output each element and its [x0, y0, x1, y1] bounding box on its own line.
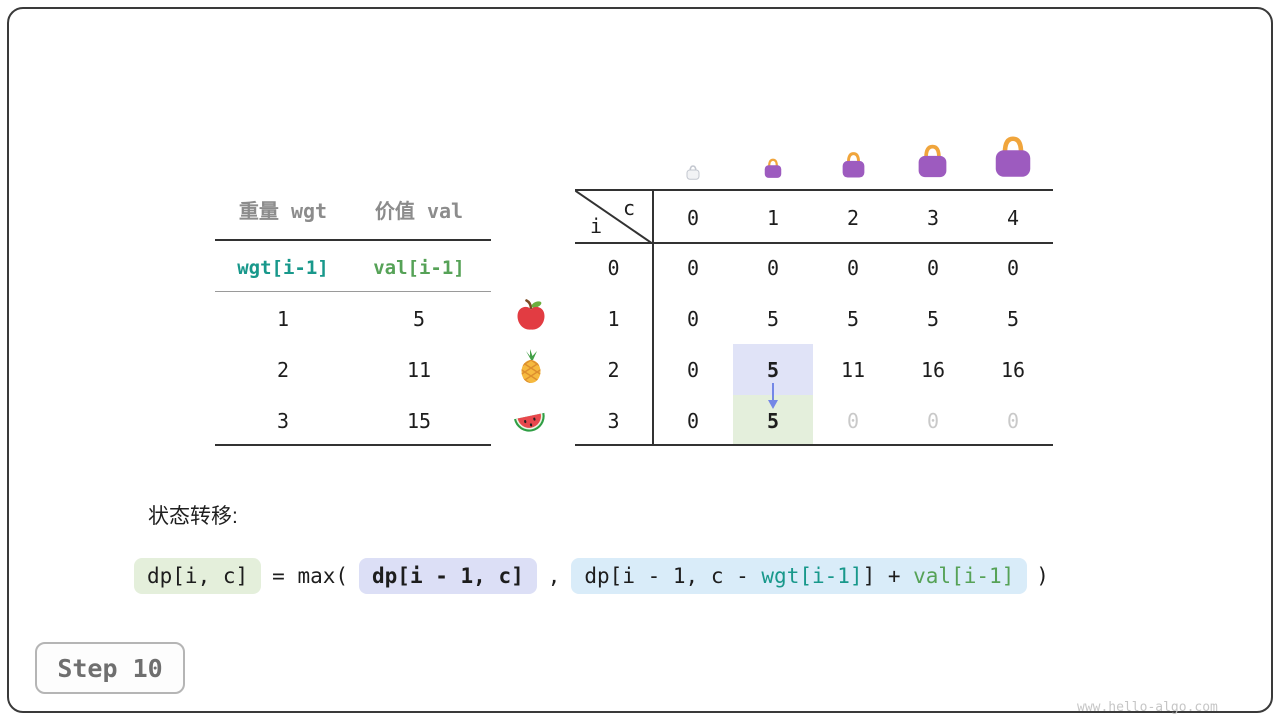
dp-cell-0-2: 0 [846, 256, 860, 280]
dp-table-line-vertical [652, 189, 654, 446]
dp-col-header-4: 4 [1006, 206, 1020, 230]
dp-cell-2-3: 16 [920, 358, 946, 382]
transition-arrow-icon [764, 382, 782, 410]
formula-arg2-val: val[i-1] [913, 564, 1015, 588]
item-table-line-mid [215, 291, 491, 292]
dp-col-header-3: 3 [926, 206, 940, 230]
apple-icon [513, 297, 549, 333]
dp-cell-1-2: 5 [846, 307, 860, 331]
formula-operator: = max( [272, 564, 349, 588]
item-val-2: 11 [406, 358, 432, 382]
formula-arg2-wgt: wgt[i-1] [761, 564, 863, 588]
item-wgt-1: 1 [276, 307, 290, 331]
item-val-3: 15 [406, 409, 432, 433]
dp-cell-3-4: 0 [1006, 409, 1020, 433]
watermark: www.hello-algo.com [1077, 700, 1218, 715]
dp-row-header-2: 2 [607, 358, 620, 382]
item-table-header-weight: 重量 wgt [238, 199, 328, 223]
formula-close-paren: ) [1036, 564, 1049, 588]
formula-arg2-pre: dp[i - 1, c - [584, 564, 762, 588]
dp-table-line-header [575, 242, 1053, 244]
formula-lhs: dp[i, c] [134, 558, 262, 594]
item-table-wgt-formula: wgt[i-1] [237, 257, 329, 279]
transition-title: 状态转移: [148, 505, 238, 528]
bag-icon-capacity-0 [685, 164, 701, 180]
transition-formula: dp[i, c] = max( dp[i - 1, c] , dp[i - 1,… [134, 558, 1049, 594]
dp-cell-1-1: 5 [766, 307, 780, 331]
canvas-card-border [7, 7, 1273, 713]
watermelon-icon [512, 402, 548, 438]
dp-row-header-0: 0 [607, 256, 620, 280]
dp-cell-3-1: 5 [766, 409, 780, 433]
dp-cell-1-4: 5 [1006, 307, 1020, 331]
dp-col-header-1: 1 [766, 206, 780, 230]
dp-cell-3-2: 0 [846, 409, 860, 433]
bag-icon-capacity-3 [914, 142, 951, 179]
dp-corner-label-i: i [589, 214, 603, 238]
bag-icon-capacity-4 [990, 133, 1036, 179]
dp-table-line-bottom [575, 444, 1053, 446]
dp-cell-1-3: 5 [926, 307, 940, 331]
dp-row-header-3: 3 [607, 409, 620, 433]
dp-cell-2-0: 0 [686, 358, 700, 382]
item-table-line-top [215, 239, 491, 241]
dp-cell-1-0: 0 [686, 307, 700, 331]
dp-cell-2-2: 11 [840, 358, 866, 382]
dp-cell-3-0: 0 [686, 409, 700, 433]
item-wgt-3: 3 [276, 409, 290, 433]
pineapple-icon [513, 349, 549, 385]
dp-col-header-0: 0 [686, 206, 700, 230]
dp-cell-0-1: 0 [766, 256, 780, 280]
dp-cell-0-3: 0 [926, 256, 940, 280]
item-table-val-formula: val[i-1] [373, 257, 465, 279]
formula-arg1: dp[i - 1, c] [359, 558, 537, 594]
bag-icon-capacity-1 [762, 157, 784, 179]
formula-arg2-mid: ] + [862, 564, 914, 588]
dp-cell-2-1: 5 [766, 358, 780, 382]
dp-cell-3-3: 0 [926, 409, 940, 433]
dp-cell-0-0: 0 [686, 256, 700, 280]
formula-comma: , [547, 564, 561, 588]
dp-cell-2-4: 16 [1000, 358, 1026, 382]
formula-arg2: dp[i - 1, c - wgt[i-1]] + val[i-1] [571, 558, 1028, 594]
bag-icon-capacity-2 [839, 150, 868, 179]
item-table-line-bottom [215, 444, 491, 446]
dp-table-line-top [575, 189, 1053, 191]
dp-cell-0-4: 0 [1006, 256, 1020, 280]
step-badge: Step 10 [35, 642, 185, 694]
dp-corner-label-c: c [622, 196, 636, 220]
item-table-header-value: 价值 val [374, 199, 464, 223]
item-wgt-2: 2 [276, 358, 290, 382]
item-val-1: 5 [412, 307, 426, 331]
dp-col-header-2: 2 [846, 206, 860, 230]
dp-row-header-1: 1 [607, 307, 620, 331]
